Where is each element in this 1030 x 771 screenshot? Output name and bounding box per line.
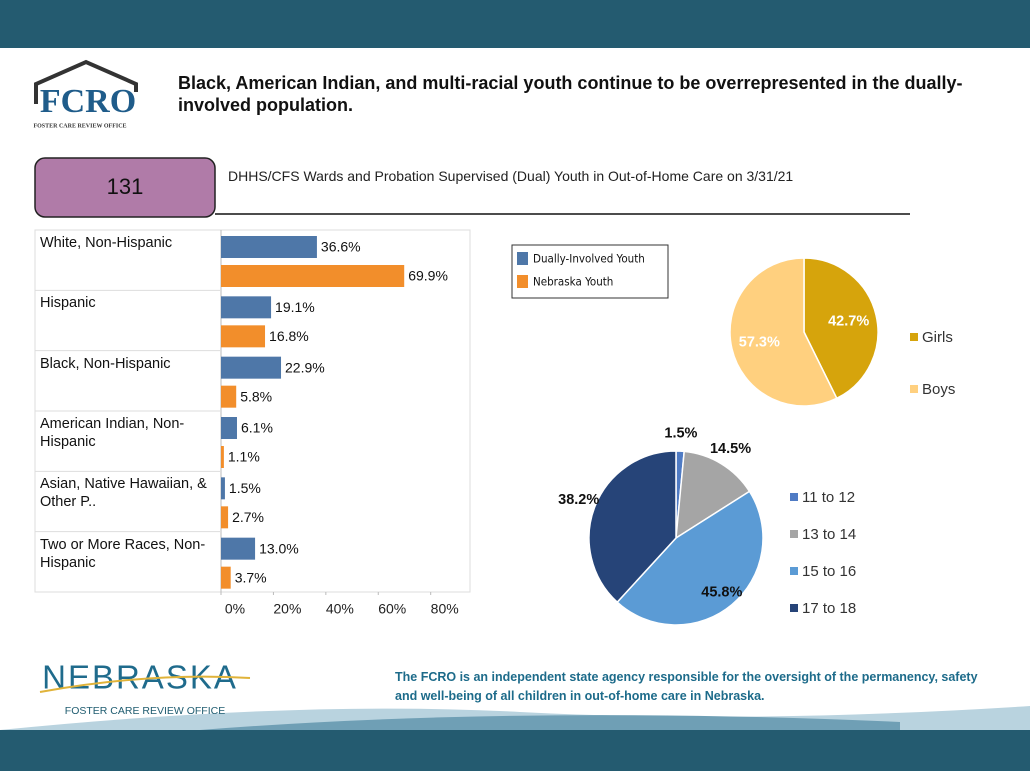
value-label: 5.8% [240,388,272,404]
wave [200,715,900,730]
bar [221,506,229,529]
count-label-box: DHHS/CFS Wards and Probation Supervised … [228,168,794,184]
pie-slice [675,450,751,540]
pie-slice [616,490,764,626]
x-tick-label: 40% [326,601,354,617]
value-label: 16.8% [269,328,309,344]
x-tick-label: 20% [273,601,301,617]
slice-label: 14.5% [710,441,751,457]
category-label: Two or More Races, Non-Hispanic [40,536,206,571]
top-band [0,0,1030,48]
category-label-box: Asian, Native Hawaiian, & Other P.. [40,476,207,511]
slide-title: Black, American Indian, and multi-racial… [178,73,963,115]
category-label-box: Black, Non-Hispanic [40,355,171,372]
bar [221,265,405,287]
slice-label: 57.3% [739,334,780,350]
value-label: 69.9% [408,268,448,284]
legend-swatch [790,567,798,575]
legend-swatch [790,530,798,538]
footer-statement-box: The FCRO is an independent state agency … [395,670,978,703]
legend-label: 15 to 16 [802,563,856,580]
bar [221,566,231,589]
footer-statement: The FCRO is an independent state agency … [395,670,978,703]
category-label: Black, Non-Hispanic [40,355,171,372]
count-box [34,157,216,218]
category-label-box: White, Non-Hispanic [40,235,173,251]
value-label: 6.1% [241,420,273,436]
count-label: DHHS/CFS Wards and Probation Supervised … [228,168,794,184]
category-label-box: Two or More Races, Non-Hispanic [40,536,206,571]
category-label: White, Non-Hispanic [40,235,173,251]
slice-label: 42.7% [828,313,869,329]
legend-label: Nebraska Youth [533,275,613,289]
category-label: American Indian, Non-Hispanic [40,416,185,450]
pie-slice [729,257,838,407]
slice-label: 38.2% [558,492,599,508]
x-tick-label: 0% [225,601,245,617]
legend-label: Girls [922,329,953,346]
x-tick-label: 60% [378,601,406,617]
bar [221,446,224,468]
count-value: 131 [107,174,144,199]
legend-box [511,244,669,299]
slice-label: 1.5% [664,426,697,442]
value-label: 22.9% [285,359,325,375]
legend-swatch [790,493,798,501]
category-label: Hispanic [40,295,96,312]
logo-text: FCRO [40,83,136,120]
category-label-box: Hispanic [40,295,96,312]
bar [221,356,282,379]
legend-swatch [910,385,918,393]
bar [221,477,225,500]
bar [221,417,237,439]
value-label: 2.7% [232,509,264,525]
value-label: 19.1% [275,299,315,315]
bar [221,385,237,408]
legend-swatch [517,252,528,265]
legend-label: 13 to 14 [802,526,856,543]
value-label: 3.7% [235,569,267,585]
logo-subtext: FOSTER CARE REVIEW OFFICE [33,123,126,129]
category-label-box: American Indian, Non-Hispanic [40,416,185,450]
x-tick-label: 80% [431,601,459,617]
footer-logo-subtext: FOSTER CARE REVIEW OFFICE [65,705,225,717]
bar [221,236,317,258]
slide-title-box: Black, American Indian, and multi-racial… [178,73,963,115]
legend-swatch [790,604,798,612]
value-label: 1.1% [228,449,260,465]
value-label: 13.0% [259,540,299,556]
legend-label: 11 to 12 [802,489,855,506]
value-label: 36.6% [321,239,361,255]
bar [221,325,266,348]
footer-logo-swoosh [39,675,251,693]
legend-swatch [517,275,528,288]
legend-label: Boys [922,381,955,398]
category-label: Asian, Native Hawaiian, & Other P.. [40,476,207,511]
slice-label: 45.8% [701,585,742,601]
legend-label: Dually-Involved Youth [533,252,645,266]
pie-slice [803,257,879,400]
value-label: 1.5% [229,480,261,496]
legend-label: 17 to 18 [802,600,856,617]
legend-swatch [910,333,918,341]
logo-house [34,59,138,104]
bar [221,296,272,319]
pie-slice [588,450,677,604]
bar [221,537,256,560]
bottom-band [0,730,1030,771]
